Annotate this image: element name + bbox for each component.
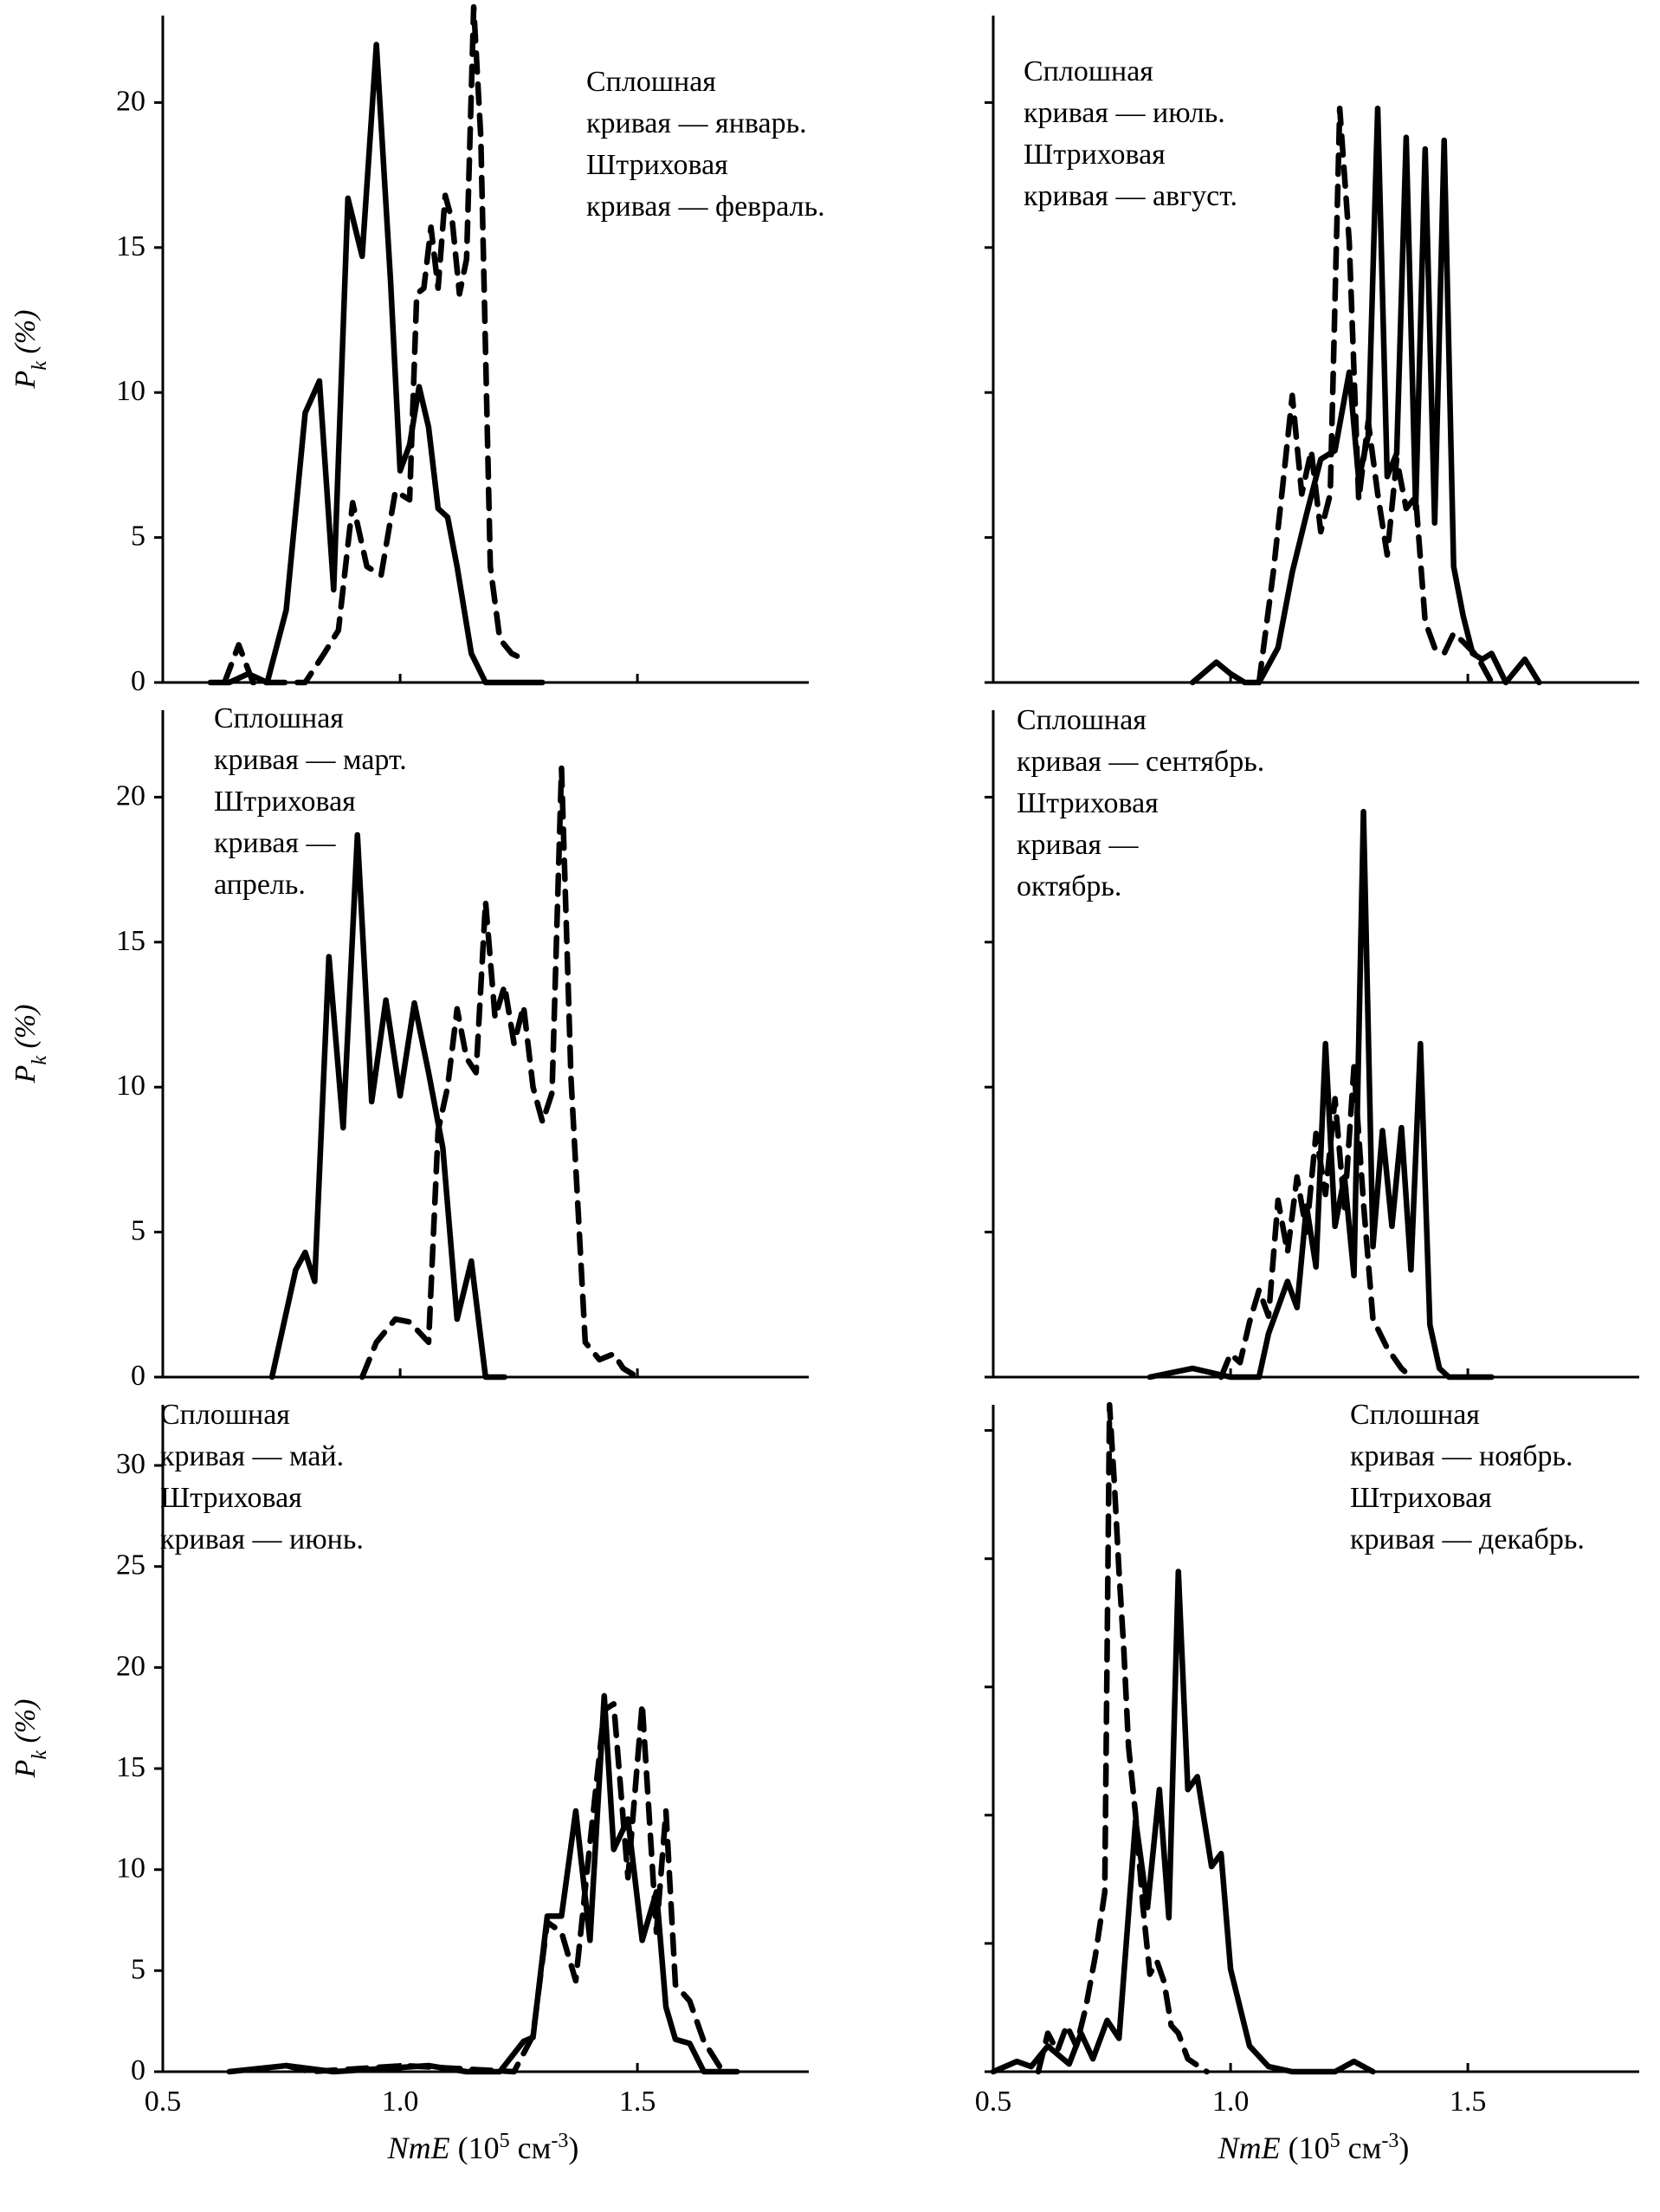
- svg-text:Сплошная: Сплошная: [586, 66, 716, 98]
- svg-text:20: 20: [116, 779, 145, 812]
- svg-text:1.5: 1.5: [619, 2086, 656, 2118]
- svg-text:Штриховая: Штриховая: [160, 1482, 302, 1514]
- svg-text:15: 15: [116, 230, 145, 262]
- svg-text:Pk (%): Pk (%): [10, 1699, 51, 1779]
- svg-text:кривая —: кривая —: [1017, 829, 1140, 861]
- svg-text:Сплошная: Сплошная: [1024, 55, 1153, 87]
- svg-text:кривая — декабрь.: кривая — декабрь.: [1350, 1523, 1585, 1556]
- svg-text:20: 20: [116, 1650, 145, 1682]
- svg-text:5: 5: [131, 521, 145, 553]
- svg-text:Сплошная: Сплошная: [160, 1399, 290, 1431]
- svg-text:кривая — январь.: кривая — январь.: [586, 107, 807, 139]
- svg-text:Штриховая: Штриховая: [1017, 787, 1159, 819]
- svg-text:кривая — август.: кривая — август.: [1024, 180, 1237, 212]
- svg-text:30: 30: [116, 1448, 145, 1480]
- svg-text:NmE (105 см-3): NmE (105 см-3): [387, 2130, 579, 2165]
- svg-text:0: 0: [131, 665, 145, 697]
- svg-text:Штриховая: Штриховая: [214, 786, 356, 818]
- svg-text:Сплошная: Сплошная: [1017, 704, 1146, 736]
- svg-text:10: 10: [116, 375, 145, 407]
- svg-text:10: 10: [116, 1070, 145, 1102]
- svg-text:15: 15: [116, 1751, 145, 1783]
- svg-text:октябрь.: октябрь.: [1017, 870, 1121, 902]
- svg-text:0: 0: [131, 2054, 145, 2086]
- svg-text:Сплошная: Сплошная: [214, 702, 344, 734]
- svg-text:5: 5: [131, 1953, 145, 1985]
- svg-text:Штриховая: Штриховая: [586, 149, 728, 181]
- svg-text:апрель.: апрель.: [214, 869, 306, 901]
- svg-text:Сплошная: Сплошная: [1350, 1399, 1480, 1431]
- svg-text:кривая — май.: кривая — май.: [160, 1440, 344, 1472]
- svg-text:кривая — март.: кривая — март.: [214, 744, 407, 776]
- svg-text:0.5: 0.5: [975, 2086, 1012, 2118]
- svg-text:25: 25: [116, 1549, 145, 1581]
- svg-text:кривая —: кривая —: [214, 827, 337, 859]
- svg-text:0: 0: [131, 1360, 145, 1392]
- svg-text:5: 5: [131, 1215, 145, 1247]
- svg-text:10: 10: [116, 1853, 145, 1885]
- svg-text:NmE (105 см-3): NmE (105 см-3): [1218, 2130, 1410, 2165]
- svg-text:Pk (%): Pk (%): [10, 310, 51, 390]
- svg-text:1.0: 1.0: [382, 2086, 419, 2118]
- svg-text:кривая — ноябрь.: кривая — ноябрь.: [1350, 1440, 1573, 1472]
- svg-text:Штриховая: Штриховая: [1024, 139, 1166, 171]
- svg-text:кривая — июнь.: кривая — июнь.: [160, 1523, 364, 1556]
- svg-text:кривая — февраль.: кривая — февраль.: [586, 191, 825, 223]
- svg-text:15: 15: [116, 925, 145, 957]
- svg-text:кривая — сентябрь.: кривая — сентябрь.: [1017, 746, 1264, 778]
- svg-text:20: 20: [116, 85, 145, 117]
- svg-text:кривая — июль.: кривая — июль.: [1024, 97, 1225, 129]
- svg-text:0.5: 0.5: [145, 2086, 182, 2118]
- svg-text:Pk (%): Pk (%): [10, 1005, 51, 1084]
- svg-text:1.5: 1.5: [1450, 2086, 1487, 2118]
- svg-text:Штриховая: Штриховая: [1350, 1482, 1492, 1514]
- svg-text:1.0: 1.0: [1212, 2086, 1250, 2118]
